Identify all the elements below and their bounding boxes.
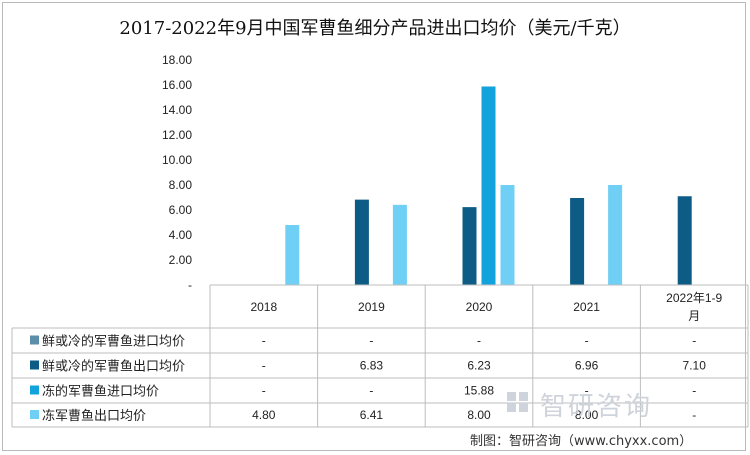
bar-3-2 xyxy=(500,185,515,285)
y-tick-label: 16.00 xyxy=(162,78,192,92)
chart-title: 2017-2022年9月中国军曹鱼细分产品进出口均价（美元/千克） xyxy=(119,18,631,39)
y-tick-label: 10.00 xyxy=(162,153,192,167)
bar-3-1 xyxy=(392,204,407,285)
bar-3-3 xyxy=(608,185,623,285)
bars xyxy=(285,86,692,285)
y-tick-label: 6.00 xyxy=(169,203,193,217)
data-label-3-1: 6.41 xyxy=(360,408,384,422)
data-label-2-3: - xyxy=(585,384,589,398)
bar-1-1 xyxy=(354,199,369,285)
data-label-2-2: 15.88 xyxy=(464,384,494,398)
y-tick-label: 18.00 xyxy=(162,53,192,67)
category-label-cont: 月 xyxy=(688,309,700,323)
legend-swatch-3 xyxy=(30,410,39,419)
category-label: 2020 xyxy=(466,300,493,314)
legend-label-2: 冻的军曹鱼进口均价 xyxy=(42,384,159,400)
bar-3-0 xyxy=(285,225,300,285)
legend-swatch-1 xyxy=(30,360,39,370)
bar-1-4 xyxy=(677,196,692,285)
y-tick-label: 4.00 xyxy=(169,228,193,242)
legend-label-1: 鲜或冷的军曹鱼出口均价 xyxy=(42,359,185,375)
data-label-0-2: - xyxy=(477,334,481,348)
legend-swatch-0 xyxy=(30,335,39,345)
y-tick-label: 2.00 xyxy=(169,253,193,267)
data-label-3-2: 8.00 xyxy=(467,408,491,422)
category-label: 2018 xyxy=(250,300,277,314)
data-label-0-0: - xyxy=(262,334,266,348)
data-label-2-4: - xyxy=(692,384,696,398)
data-label-0-3: - xyxy=(585,334,589,348)
chyxx-logo-icon xyxy=(507,392,528,412)
y-tick-label: 12.00 xyxy=(162,128,192,142)
bar-2-2 xyxy=(481,86,496,285)
category-label: 2019 xyxy=(358,300,385,314)
legend-label-0: 鲜或冷的军曹鱼进口均价 xyxy=(42,334,185,350)
chart-frame xyxy=(2,2,746,451)
category-label: 2021 xyxy=(573,300,600,314)
watermark: 智研咨询 xyxy=(540,392,653,422)
y-axis: - 2.00 4.00 6.00 8.00 10.00 12.00 14.00 16.00 18.… xyxy=(162,53,192,292)
category-label: 2022年1-9 xyxy=(666,291,722,305)
legend-label-3: 冻军曹鱼出口均价 xyxy=(42,408,146,424)
bar-1-2 xyxy=(462,207,477,285)
data-label-1-1: 6.83 xyxy=(360,359,384,373)
data-label-0-1: - xyxy=(369,334,373,348)
data-label-0-4: - xyxy=(692,334,696,348)
data-label-1-2: 6.23 xyxy=(467,359,491,373)
data-label-1-4: 7.10 xyxy=(683,359,707,373)
source-note: 制图：智研咨询（www.chyxx.com） xyxy=(470,434,693,449)
data-label-2-0: - xyxy=(262,384,266,398)
legend-swatch-2 xyxy=(30,385,39,395)
data-label-1-0: - xyxy=(262,359,266,373)
data-label-3-3: 8.00 xyxy=(575,408,599,422)
y-tick-label: 14.00 xyxy=(162,103,192,117)
data-label-3-0: 4.80 xyxy=(252,408,276,422)
bar-1-3 xyxy=(570,198,585,285)
y-tick-label: - xyxy=(188,278,192,292)
data-label-3-4: - xyxy=(692,408,696,422)
data-label-1-3: 6.96 xyxy=(575,359,599,373)
y-tick-label: 8.00 xyxy=(169,178,193,192)
data-label-2-1: - xyxy=(369,384,373,398)
